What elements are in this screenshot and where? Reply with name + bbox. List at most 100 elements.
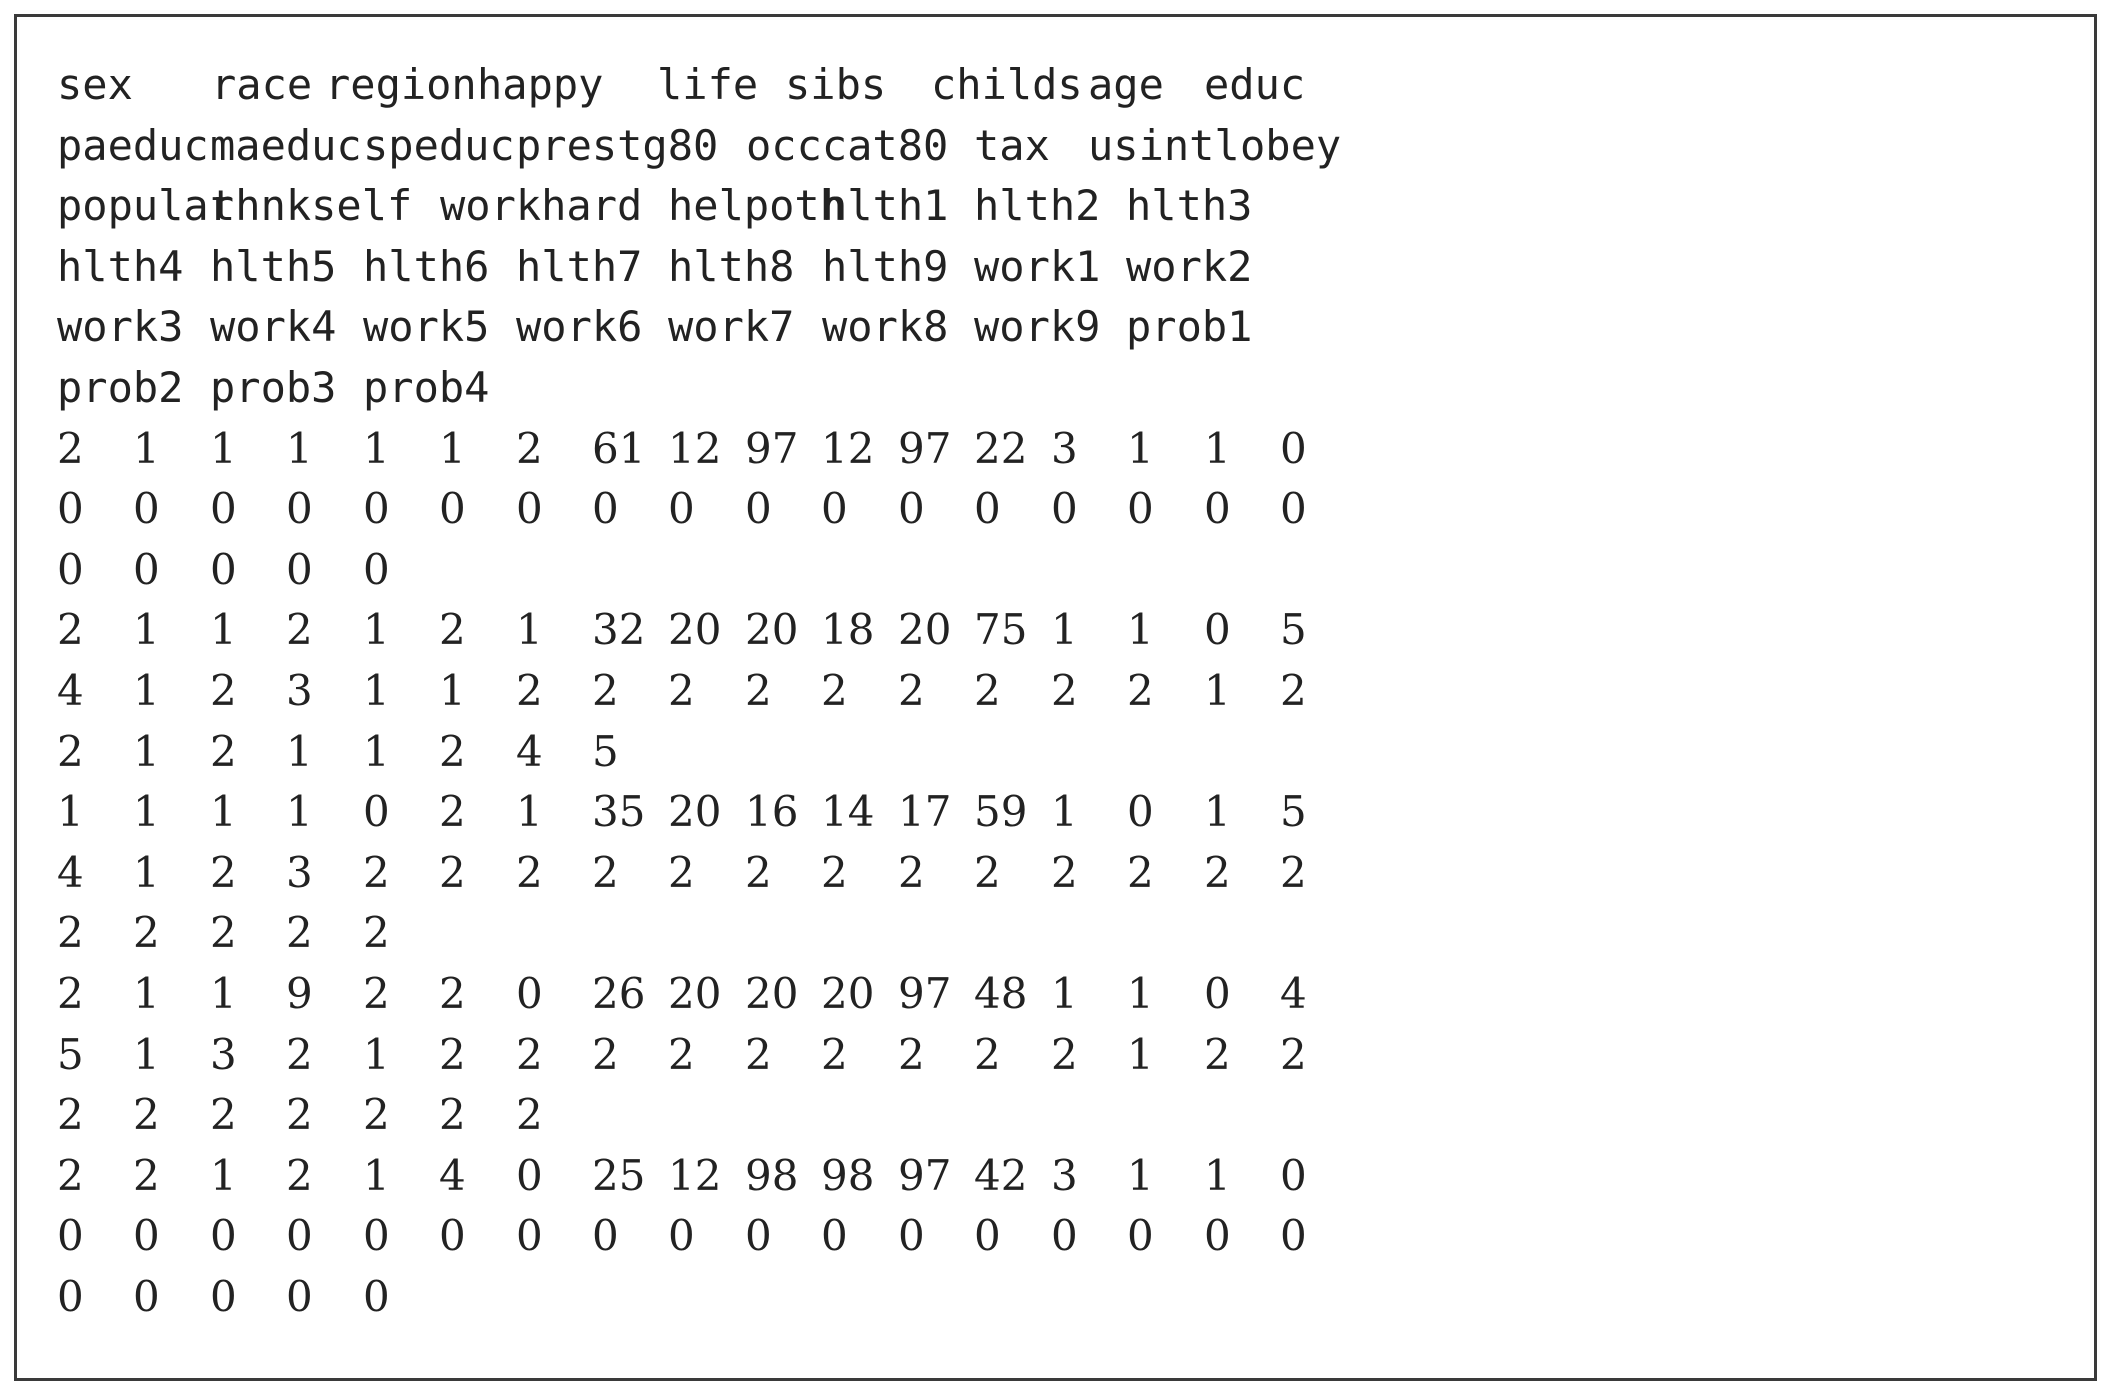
data-value: 0 [1280, 484, 1307, 534]
data-value: 2 [1051, 665, 1078, 715]
data-value: 2 [821, 665, 848, 715]
data-value: 2 [286, 1090, 313, 1140]
data-value: 1 [133, 423, 160, 473]
data-value: 2 [1280, 847, 1307, 897]
data-value: 20 [745, 968, 799, 1018]
data-value: 2 [57, 908, 84, 958]
data-value: 2 [1127, 847, 1154, 897]
data-value: 4 [1280, 968, 1307, 1018]
data-value: 2 [439, 1029, 466, 1079]
variable-name: hlth4 [57, 241, 184, 291]
data-value: 2 [439, 787, 466, 837]
data-value: 2 [439, 1090, 466, 1140]
variable-name: sibs [785, 60, 887, 109]
variable-name: hlth3 [1126, 181, 1253, 231]
variable-name: obey [1240, 120, 1342, 170]
data-value: 0 [57, 544, 84, 594]
variable-name: prestg80 [516, 120, 719, 170]
data-value: 2 [439, 726, 466, 776]
data-value: 1 [1127, 605, 1154, 655]
data-value: 0 [1127, 1211, 1154, 1261]
data-value: 35 [592, 787, 646, 837]
data-value: 2 [974, 665, 1001, 715]
data-value: 97 [898, 1150, 952, 1200]
data-value: 2 [57, 968, 84, 1018]
data-value: 32 [592, 605, 646, 655]
data-value: 4 [439, 1150, 466, 1200]
data-value: 2 [286, 908, 313, 958]
data-value: 2 [57, 1090, 84, 1140]
data-value: 0 [1051, 1211, 1078, 1261]
data-value: 0 [133, 1211, 160, 1261]
data-value: 2 [133, 1090, 160, 1140]
variable-name: work7 [668, 302, 795, 352]
data-value: 26 [592, 968, 646, 1018]
data-value: 97 [898, 968, 952, 1018]
data-value: 1 [1127, 968, 1154, 1018]
variable-name: occcat80 [746, 120, 949, 170]
data-value: 4 [516, 726, 543, 776]
variable-name: hlth8 [668, 241, 795, 291]
variable-name: speduc [363, 120, 515, 170]
data-value: 0 [286, 1211, 313, 1261]
data-value: 4 [57, 665, 84, 715]
data-value: 2 [516, 665, 543, 715]
data-value: 0 [1127, 484, 1154, 534]
data-value: 2 [668, 1029, 695, 1079]
data-value: 2 [1051, 847, 1078, 897]
data-value: 2 [57, 726, 84, 776]
data-value: 2 [133, 1150, 160, 1200]
data-value: 48 [974, 968, 1028, 1018]
data-value: 1 [210, 423, 237, 473]
data-value: 2 [592, 847, 619, 897]
data-value: 2 [439, 968, 466, 1018]
data-value: 3 [1051, 1150, 1078, 1200]
data-value: 1 [210, 1150, 237, 1200]
data-value: 2 [210, 908, 237, 958]
data-value: 1 [516, 787, 543, 837]
data-value: 2 [668, 665, 695, 715]
data-value: 0 [516, 968, 543, 1018]
data-value: 0 [57, 1211, 84, 1261]
data-value: 1 [286, 726, 313, 776]
data-value: 1 [286, 787, 313, 837]
data-value: 2 [57, 423, 84, 473]
data-value: 2 [133, 908, 160, 958]
data-value: 2 [1280, 1029, 1307, 1079]
data-value: 0 [286, 1271, 313, 1321]
data-value: 12 [668, 423, 722, 473]
data-value: 2 [363, 968, 390, 1018]
data-value: 0 [363, 1211, 390, 1261]
data-value: 1 [210, 968, 237, 1018]
data-value: 2 [439, 605, 466, 655]
data-value: 17 [898, 787, 952, 837]
variable-name: hlth6 [363, 241, 490, 291]
data-value: 1 [363, 665, 390, 715]
data-value: 2 [286, 1150, 313, 1200]
data-value: 1 [133, 968, 160, 1018]
data-value: 1 [286, 423, 313, 473]
variable-name: work3 [57, 302, 184, 352]
data-value: 2 [57, 1150, 84, 1200]
data-value: 3 [286, 665, 313, 715]
data-value: 2 [1280, 665, 1307, 715]
data-value: 25 [592, 1150, 646, 1200]
data-value: 0 [1280, 1150, 1307, 1200]
data-value: 1 [133, 1029, 160, 1079]
data-value: 2 [821, 1029, 848, 1079]
data-value: 2 [1204, 847, 1231, 897]
data-value: 20 [898, 605, 952, 655]
data-value: 14 [821, 787, 875, 837]
data-value: 0 [363, 484, 390, 534]
data-value: 20 [745, 605, 799, 655]
data-value: 1 [210, 787, 237, 837]
data-value: 2 [974, 847, 1001, 897]
data-value: 2 [668, 847, 695, 897]
data-value: 2 [1051, 1029, 1078, 1079]
variable-name: hlth1 [822, 181, 949, 231]
variable-name: thnkself [210, 181, 413, 231]
data-value: 0 [516, 1211, 543, 1261]
variable-name: work8 [822, 302, 949, 352]
data-value: 2 [745, 847, 772, 897]
data-value: 0 [286, 484, 313, 534]
